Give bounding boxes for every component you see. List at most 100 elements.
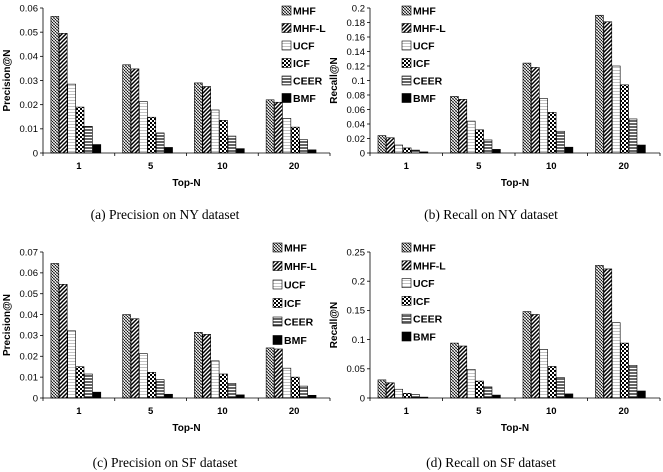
chart-panel-0: 0 0.01 0.02 0.03 0.04 0.05 0.06 1 5 10 20 Top-N Prec… — [2, 3, 331, 222]
legend-label-icf: ICF — [413, 296, 431, 308]
x-axis-label: Top-N — [501, 178, 529, 189]
bar-bmf-20 — [637, 390, 646, 399]
bar-ceer-10 — [227, 383, 237, 399]
bar-mhf-l-10 — [202, 86, 211, 154]
legend-label-icf: ICF — [413, 58, 431, 70]
bar-ucf-5 — [139, 353, 148, 399]
panel-caption: (a) Precision on NY dataset — [91, 207, 240, 222]
y-tick-label: 0.03 — [20, 331, 39, 342]
y-tick-label: 0.2 — [352, 277, 365, 288]
legend-swatch-ceer — [272, 316, 283, 327]
x-tick-label-10: 10 — [217, 161, 228, 172]
legend-swatch-bmf — [272, 335, 283, 345]
bar-icf-5 — [475, 129, 484, 154]
legend-label-ucf: UCF — [413, 278, 435, 290]
legend-swatch-mhf — [272, 242, 283, 253]
legend-label-mhf-l: MHF-L — [413, 23, 446, 35]
legend-label-ucf: UCF — [284, 280, 306, 292]
bar-ceer-1 — [411, 394, 420, 399]
x-tick-label-5: 5 — [476, 161, 482, 172]
bar-ucf-10 — [539, 98, 548, 154]
bar-mhf-l-5 — [458, 99, 468, 154]
bar-ceer-1 — [84, 126, 93, 154]
bar-mhf-l-5 — [458, 345, 468, 399]
bar-mhf-10 — [194, 331, 203, 399]
legend-swatch-mhf — [401, 242, 412, 253]
legend-label-mhf: MHF — [413, 243, 436, 255]
bar-icf-20 — [291, 126, 300, 154]
bar-mhf-1 — [377, 379, 387, 399]
bar-ceer-5 — [155, 379, 165, 399]
bar-mhf-l-5 — [130, 318, 140, 399]
legend-label-ceer: CEER — [284, 317, 314, 329]
bar-icf-10 — [547, 112, 557, 154]
bar-ucf-1 — [394, 144, 403, 154]
x-tick-label-10: 10 — [546, 161, 557, 172]
bar-icf-1 — [402, 393, 412, 399]
x-tick-label-5: 5 — [148, 161, 154, 172]
legend-swatch-mhf — [401, 5, 412, 16]
x-tick-label-20: 20 — [289, 406, 300, 417]
bar-icf-20 — [620, 84, 629, 154]
bar-ceer-5 — [155, 132, 165, 154]
bar-mhf-5 — [122, 314, 131, 399]
bar-bmf-10 — [564, 146, 574, 154]
bar-icf-10 — [219, 120, 228, 154]
bar-mhf-l-1 — [386, 137, 395, 154]
chart-panel-2: 0 0.01 0.02 0.03 0.04 0.05 0.06 0.07 1 5 10 20 Top-N… — [2, 242, 331, 470]
x-tick-label-1: 1 — [404, 161, 410, 172]
bar-bmf-5 — [164, 393, 173, 399]
legend-swatch-bmf — [281, 93, 292, 103]
bar-ceer-1 — [84, 373, 93, 399]
x-tick-label-20: 20 — [289, 161, 300, 172]
y-tick-label: 0.02 — [20, 352, 39, 363]
bar-ucf-10 — [539, 349, 548, 399]
y-tick-label: 0 — [360, 148, 365, 159]
bar-icf-5 — [147, 116, 157, 154]
bar-ucf-20 — [611, 322, 621, 399]
panel-caption: (c) Precision on SF dataset — [93, 455, 238, 470]
y-tick-label: 0.04 — [347, 119, 366, 130]
bar-icf-5 — [147, 372, 157, 399]
bar-mhf-1 — [50, 263, 60, 399]
bar-ceer-20 — [628, 118, 638, 154]
bar-ucf-5 — [466, 369, 476, 399]
y-tick-label: 0 — [33, 393, 38, 404]
bar-bmf-10 — [236, 394, 245, 399]
legend-swatch-icf — [281, 58, 292, 68]
legend-label-bmf: BMF — [284, 335, 307, 347]
y-tick-label: 0.01 — [20, 124, 39, 135]
bar-mhf-1 — [50, 16, 60, 154]
y-tick-label: 0.06 — [347, 105, 366, 116]
bar-ucf-20 — [611, 65, 621, 154]
legend-label-ucf: UCF — [413, 41, 435, 53]
legend-swatch-icf — [401, 296, 412, 306]
legend-swatch-mhf-l — [272, 261, 283, 271]
legend-swatch-ceer — [401, 313, 412, 324]
bar-bmf-5 — [492, 149, 501, 154]
legend-swatch-ucf — [401, 278, 412, 288]
x-tick-label-10: 10 — [217, 406, 228, 417]
bar-mhf-10 — [522, 311, 532, 399]
bar-icf-20 — [291, 376, 300, 399]
legend-label-ceer: CEER — [413, 314, 443, 326]
x-axis-label: Top-N — [172, 423, 200, 434]
y-tick-label: 0.03 — [20, 76, 39, 87]
chart-panel-1: 0 0.02 0.04 0.06 0.08 0.1 0.12 0.14 0.16 0.18 0.2 1… — [329, 3, 661, 222]
legend-swatch-ucf — [281, 40, 292, 51]
bar-mhf-l-10 — [531, 67, 540, 154]
bar-mhf-20 — [595, 265, 604, 399]
bar-mhf-l-20 — [603, 21, 613, 154]
bar-ceer-5 — [483, 139, 493, 154]
bar-ucf-10 — [210, 360, 220, 399]
x-tick-label-20: 20 — [618, 161, 629, 172]
y-axis-label: Recall@N — [329, 57, 340, 103]
legend-label-mhf: MHF — [293, 6, 316, 18]
legend-label-mhf-l: MHF-L — [293, 23, 326, 35]
bar-mhf-1 — [377, 135, 387, 154]
legend-label-ucf: UCF — [293, 41, 315, 53]
y-tick-label: 0.08 — [347, 90, 366, 101]
y-tick-label: 0.1 — [352, 76, 365, 87]
legend-label-icf: ICF — [293, 58, 311, 70]
bar-ucf-10 — [210, 109, 220, 154]
